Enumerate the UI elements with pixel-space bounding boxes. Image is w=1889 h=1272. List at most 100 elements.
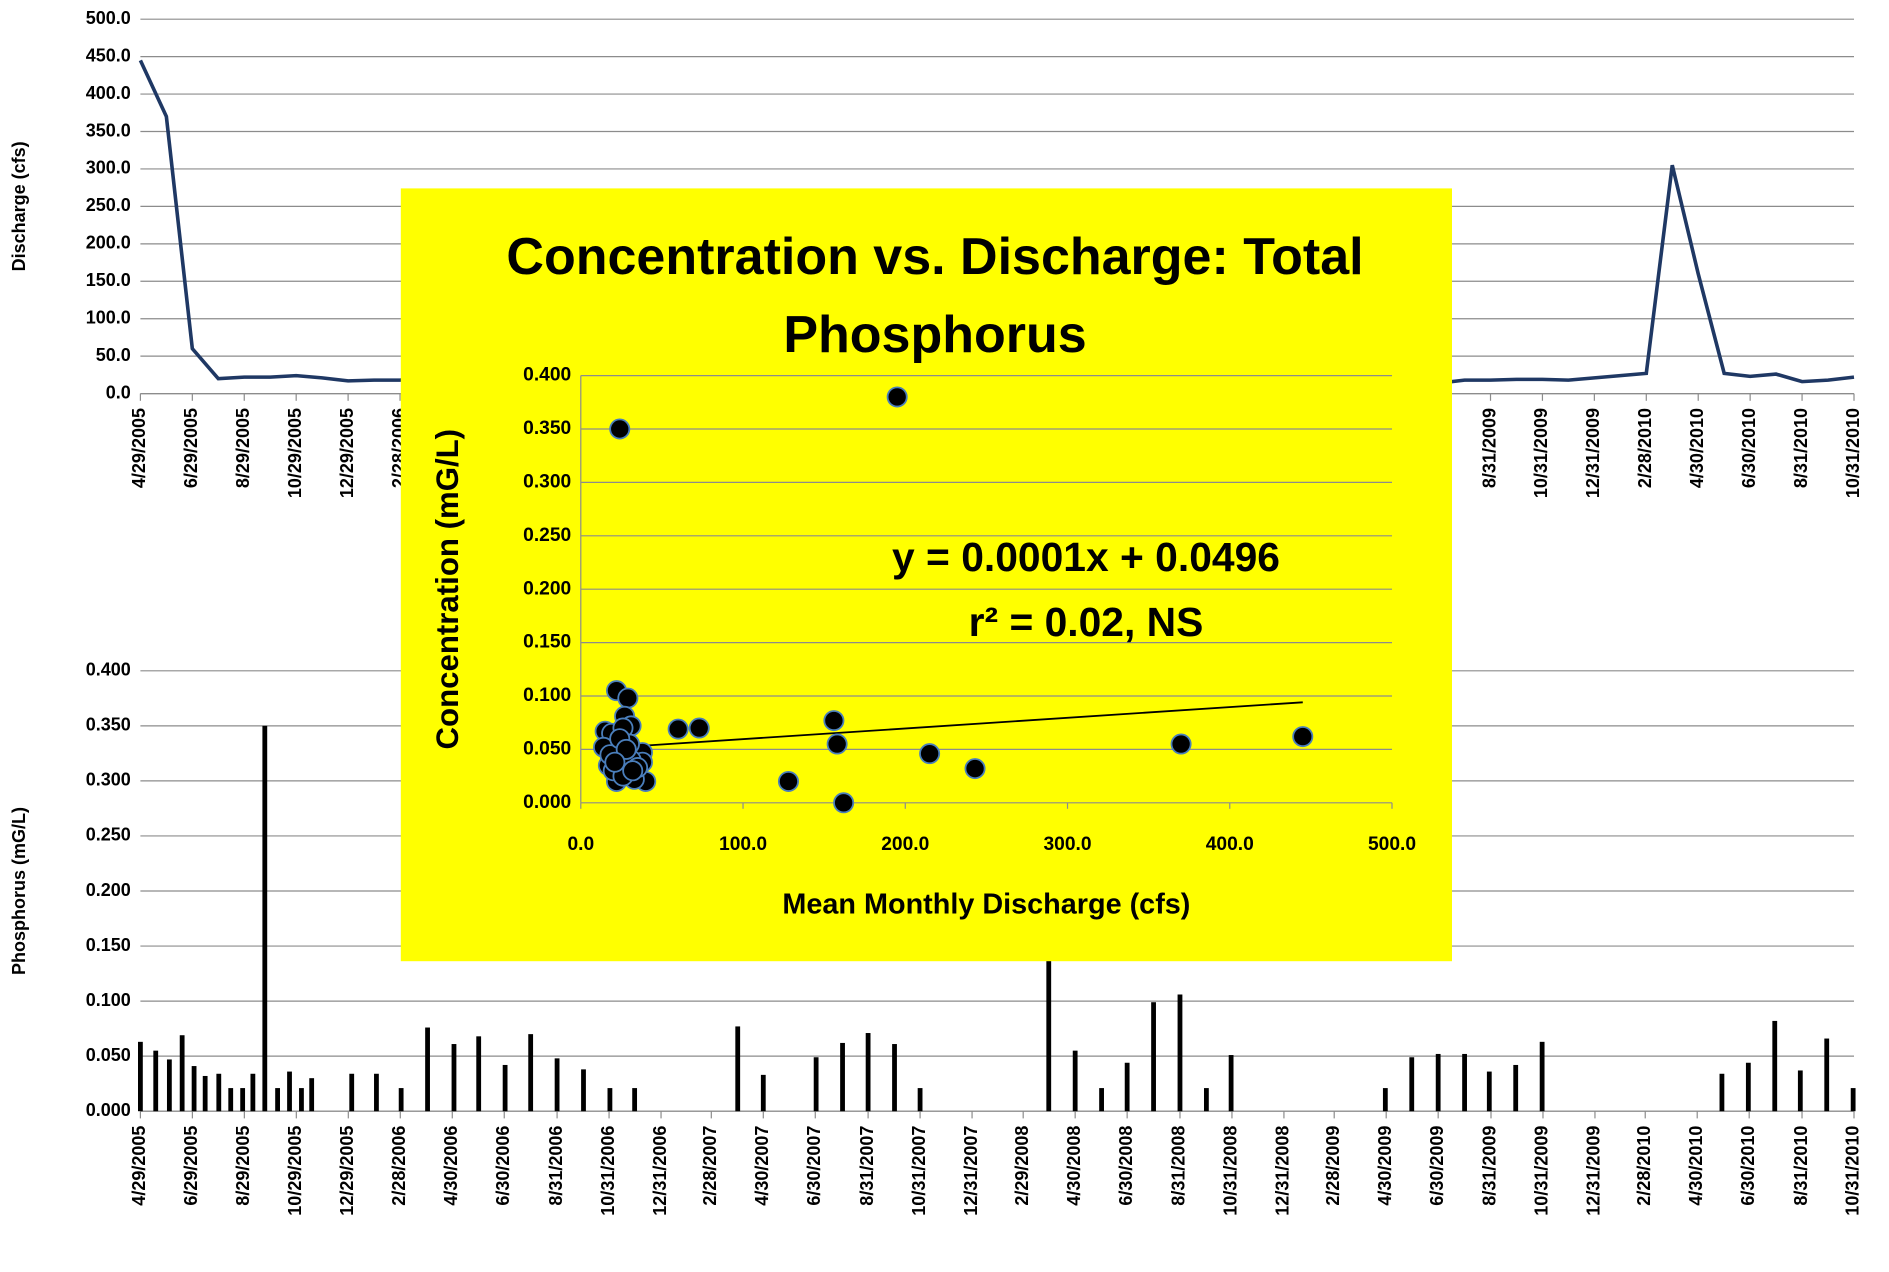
- bar: [1409, 1057, 1415, 1112]
- x-tick-label: 500.0: [1368, 834, 1416, 855]
- bar: [1462, 1053, 1467, 1112]
- bar: [166, 1059, 172, 1112]
- x-tick-label: 4/30/2009: [1375, 1126, 1395, 1206]
- bar: [262, 725, 268, 1112]
- bar: [735, 1026, 741, 1112]
- scatter-point: [667, 718, 689, 740]
- scatter-point: [1170, 733, 1192, 755]
- y-tick-label: 100.0: [86, 307, 131, 327]
- x-tick-label: 0.0: [567, 834, 594, 855]
- x-tick-label: 12/29/2005: [337, 408, 357, 498]
- bar: [528, 1034, 534, 1112]
- x-tick-label: 4/30/2006: [441, 1126, 461, 1206]
- y-axis-label: Concentration (mG/L): [430, 429, 465, 750]
- y-tick-label: 0.250: [523, 525, 571, 546]
- bar: [865, 1033, 871, 1112]
- scatter-point: [826, 733, 848, 755]
- x-tick-label: 8/29/2005: [233, 408, 253, 488]
- x-tick-label: 8/31/2010: [1791, 1126, 1811, 1206]
- annotation: y = 0.0001x + 0.0496: [892, 534, 1280, 580]
- bar: [250, 1073, 256, 1112]
- x-tick-label: 10/29/2005: [285, 408, 305, 498]
- x-tick-label: 10/31/2009: [1531, 408, 1551, 498]
- bar: [917, 1088, 923, 1112]
- scatter-point: [622, 760, 644, 782]
- bar: [1177, 994, 1183, 1112]
- x-tick-label: 400.0: [1206, 834, 1254, 855]
- scatter-point: [886, 386, 908, 408]
- x-tick-label: 4/30/2010: [1686, 1126, 1706, 1206]
- bar: [202, 1075, 208, 1112]
- y-tick-label: 250.0: [86, 195, 131, 215]
- bar: [581, 1069, 586, 1112]
- x-tick-label: 6/29/2005: [181, 408, 201, 488]
- scatter-point: [688, 717, 710, 739]
- x-tick-label: 12/31/2007: [961, 1126, 981, 1216]
- scatter-point: [777, 770, 799, 792]
- y-tick-label: 0.150: [86, 935, 131, 955]
- x-tick-label: 4/30/2007: [752, 1126, 772, 1206]
- bar: [760, 1074, 766, 1112]
- x-tick-label: 4/30/2010: [1687, 408, 1707, 488]
- y-tick-label: 0.0: [106, 382, 131, 402]
- x-tick-label: 100.0: [719, 834, 767, 855]
- bar: [287, 1071, 292, 1112]
- y-tick-label: 0.300: [523, 471, 571, 492]
- x-tick-label: 10/31/2008: [1221, 1126, 1241, 1216]
- y-tick-label: 0.400: [86, 660, 131, 680]
- bar: [1486, 1071, 1492, 1112]
- annotation: r² = 0.02, NS: [969, 599, 1204, 645]
- x-tick-label: 10/31/2007: [909, 1126, 929, 1216]
- bar: [1124, 1062, 1130, 1112]
- scatter-point: [964, 758, 986, 780]
- y-axis-label: Phosphorus (mG/L): [9, 807, 29, 975]
- x-tick-label: 12/29/2005: [337, 1126, 357, 1216]
- scatter-point: [823, 710, 845, 732]
- x-tick-label: 2/28/2009: [1323, 1126, 1343, 1206]
- bar: [309, 1078, 315, 1112]
- x-tick-label: 12/31/2009: [1583, 408, 1603, 498]
- x-tick-label: 2/29/2008: [1012, 1126, 1032, 1206]
- y-tick-label: 450.0: [86, 45, 131, 65]
- x-tick-label: 4/29/2005: [129, 408, 149, 488]
- x-tick-label: 10/31/2010: [1843, 1126, 1863, 1216]
- y-tick-label: 350.0: [86, 120, 131, 140]
- bar: [1151, 1002, 1156, 1112]
- y-tick-label: 200.0: [86, 233, 131, 253]
- y-tick-label: 0.300: [86, 770, 131, 790]
- bar: [451, 1044, 457, 1112]
- bar: [813, 1057, 819, 1112]
- bar: [554, 1058, 560, 1112]
- scatter-panel: [400, 188, 1452, 962]
- x-tick-label: 6/30/2007: [804, 1126, 824, 1206]
- x-tick-label: 8/29/2005: [233, 1126, 253, 1206]
- scatter-point: [1292, 726, 1314, 748]
- y-tick-label: 0.150: [523, 632, 571, 653]
- bar: [1228, 1055, 1234, 1112]
- y-tick-label: 0.000: [86, 1100, 131, 1120]
- x-tick-label: 200.0: [881, 834, 929, 855]
- y-tick-label: 0.400: [523, 365, 571, 386]
- x-tick-label: 6/30/2010: [1739, 408, 1759, 488]
- bar: [1850, 1088, 1856, 1112]
- bar: [275, 1088, 280, 1112]
- bar: [425, 1027, 430, 1112]
- trend-line: [603, 701, 1303, 750]
- x-tick-label: 2/28/2006: [389, 1126, 409, 1206]
- y-tick-label: 300.0: [86, 158, 131, 178]
- x-tick-label: 300.0: [1044, 834, 1092, 855]
- bar: [179, 1035, 185, 1112]
- y-tick-label: 0.350: [86, 715, 131, 735]
- bar: [840, 1042, 845, 1112]
- x-tick-label: 10/31/2006: [598, 1126, 618, 1216]
- x-tick-label: 6/29/2005: [181, 1126, 201, 1206]
- scatter-point: [617, 687, 639, 709]
- bar: [502, 1064, 508, 1112]
- x-axis-label: Mean Monthly Discharge (cfs): [782, 889, 1190, 921]
- scatter-point: [609, 418, 631, 440]
- x-tick-label: 6/30/2010: [1738, 1126, 1758, 1206]
- y-tick-label: 0.350: [523, 418, 571, 439]
- y-tick-label: 50.0: [96, 345, 131, 365]
